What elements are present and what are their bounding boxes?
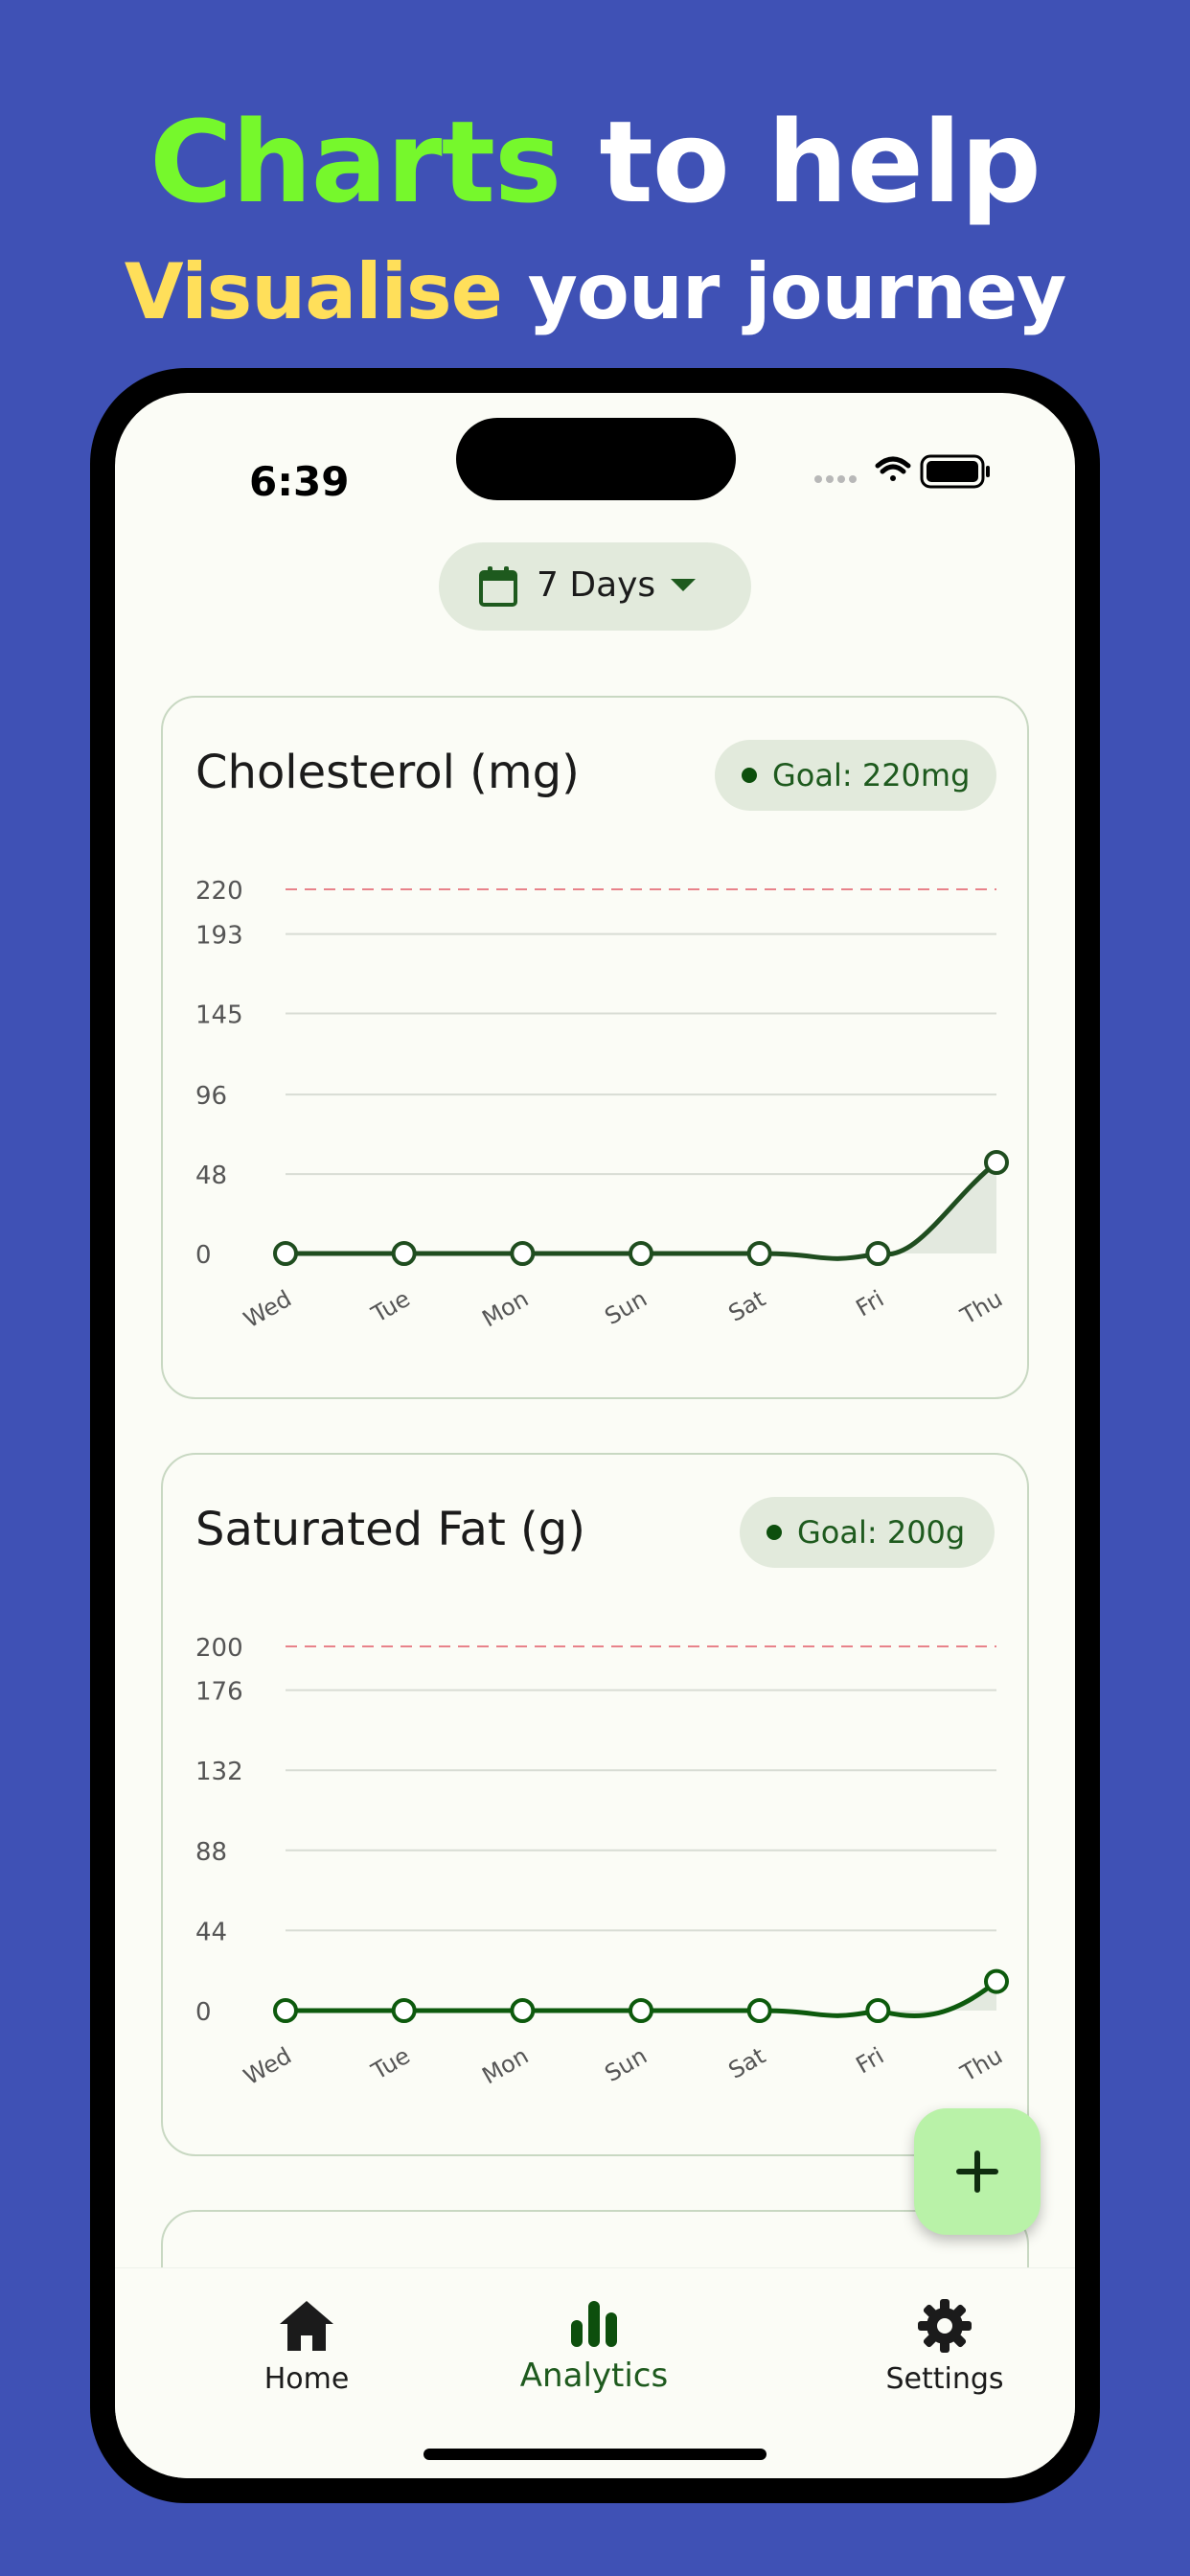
- saturated-fat-chart: 200 0 44 88 132 176 Wed Tue Mon Sun Sat Fri Thu: [195, 1634, 1009, 2090]
- y-tick-label: 96: [195, 1082, 227, 1111]
- y-tick-label: 0: [195, 1998, 212, 2027]
- y-tick-label: 88: [195, 1838, 227, 1867]
- cholesterol-chart: 220 0 48 96 145 193 Wed Tue Mon Sun Sat Fri Thu: [195, 877, 1009, 1333]
- data-point: [629, 1998, 653, 2023]
- x-tick-label: Mon: [478, 2042, 534, 2090]
- home-indicator: [423, 2449, 767, 2460]
- data-point: [391, 1998, 417, 2023]
- phone-screen: 6:39 7 Days: [115, 393, 1075, 2478]
- goal-tick-label: 200: [195, 1634, 243, 1663]
- y-tick-label: 193: [195, 922, 243, 951]
- x-tick-label: Sun: [600, 2042, 652, 2087]
- status-icons: [814, 454, 990, 489]
- chevron-down-icon: [671, 579, 696, 591]
- x-tick-label: Sat: [724, 2042, 770, 2084]
- nav-label-analytics: Analytics: [519, 2357, 669, 2395]
- data-point: [746, 1998, 772, 2023]
- nav-label-home: Home: [263, 2362, 350, 2396]
- card-title: Cholesterol (mg): [195, 746, 580, 799]
- status-time: 6:39: [249, 458, 350, 505]
- date-range-label: 7 Days: [537, 565, 656, 605]
- data-point: [865, 1241, 891, 1266]
- y-tick-label: 44: [195, 1918, 227, 1946]
- phone-frame: 6:39 7 Days: [90, 368, 1100, 2503]
- dynamic-island: [456, 418, 736, 500]
- headline-accent-charts: Charts: [149, 96, 561, 228]
- saturated-fat-card: Saturated Fat (g) Goal: 200g 200 0 44 88 132…: [161, 1453, 1029, 2156]
- headline-line-1: Charts to help: [0, 96, 1190, 228]
- headline-line-2: Visualise your journey: [0, 247, 1190, 336]
- x-tick-label: Sat: [724, 1285, 770, 1327]
- goal-label: Goal: 200g: [797, 1514, 966, 1551]
- data-point: [273, 1241, 298, 1266]
- signal-icon: [814, 475, 857, 483]
- goal-badge: Goal: 200g: [740, 1497, 995, 1568]
- data-point: [629, 1241, 653, 1266]
- calendar-icon: [479, 566, 517, 607]
- y-tick-label: 132: [195, 1758, 243, 1786]
- card-title: Saturated Fat (g): [195, 1503, 585, 1556]
- area-fill: [878, 1162, 996, 1255]
- wifi-icon: [875, 456, 911, 481]
- x-tick-label: Tue: [366, 1285, 414, 1328]
- x-tick-label: Wed: [240, 2042, 296, 2090]
- goal-tick-label: 220: [195, 877, 243, 906]
- nav-item-home[interactable]: Home: [201, 2297, 412, 2396]
- y-tick-label: 48: [195, 1162, 227, 1190]
- data-point: [273, 1998, 298, 2023]
- add-entry-button[interactable]: [914, 2108, 1041, 2235]
- x-tick-label: Tue: [366, 2042, 414, 2085]
- headline-rest-2: your journey: [501, 247, 1067, 336]
- x-tick-label: Fri: [852, 2042, 889, 2080]
- area-fill: [878, 1981, 996, 2016]
- data-point: [984, 1150, 1009, 1175]
- goal-label: Goal: 220mg: [772, 757, 971, 794]
- y-tick-label: 176: [195, 1678, 243, 1707]
- x-tick-label: Wed: [240, 1285, 296, 1333]
- goal-dot-icon: [742, 768, 757, 783]
- nav-label-settings: Settings: [885, 2362, 1004, 2396]
- cholesterol-card: Cholesterol (mg) Goal: 220mg 220 0 48 96 145…: [161, 696, 1029, 1399]
- data-point: [865, 1998, 891, 2023]
- headline-accent-visualise: Visualise: [124, 247, 503, 336]
- bottom-navigation: Home Analytics: [115, 2267, 1075, 2478]
- y-tick-label: 145: [195, 1001, 243, 1030]
- x-tick-label: Thu: [955, 2042, 1007, 2087]
- plus-icon: [956, 2150, 998, 2193]
- bar-chart-icon: [571, 2301, 617, 2347]
- headline-rest-1: to help: [561, 96, 1041, 228]
- data-point: [391, 1241, 417, 1266]
- y-tick-label: 0: [195, 1241, 212, 1270]
- gear-icon: [918, 2299, 972, 2353]
- battery-icon: [920, 454, 990, 489]
- x-tick-label: Fri: [852, 1285, 889, 1322]
- home-icon: [280, 2301, 333, 2351]
- goal-badge: Goal: 220mg: [715, 740, 996, 811]
- data-point: [510, 1241, 536, 1266]
- x-tick-label: Mon: [478, 1285, 534, 1333]
- data-point: [510, 1998, 536, 2023]
- goal-dot-icon: [767, 1525, 782, 1540]
- data-point: [746, 1241, 772, 1266]
- x-tick-label: Thu: [955, 1285, 1007, 1330]
- data-point: [984, 1968, 1009, 1994]
- date-range-selector[interactable]: 7 Days: [439, 542, 751, 631]
- nav-item-settings[interactable]: Settings: [839, 2297, 1050, 2396]
- nav-item-analytics[interactable]: Analytics: [489, 2297, 699, 2395]
- x-tick-label: Sun: [600, 1285, 652, 1330]
